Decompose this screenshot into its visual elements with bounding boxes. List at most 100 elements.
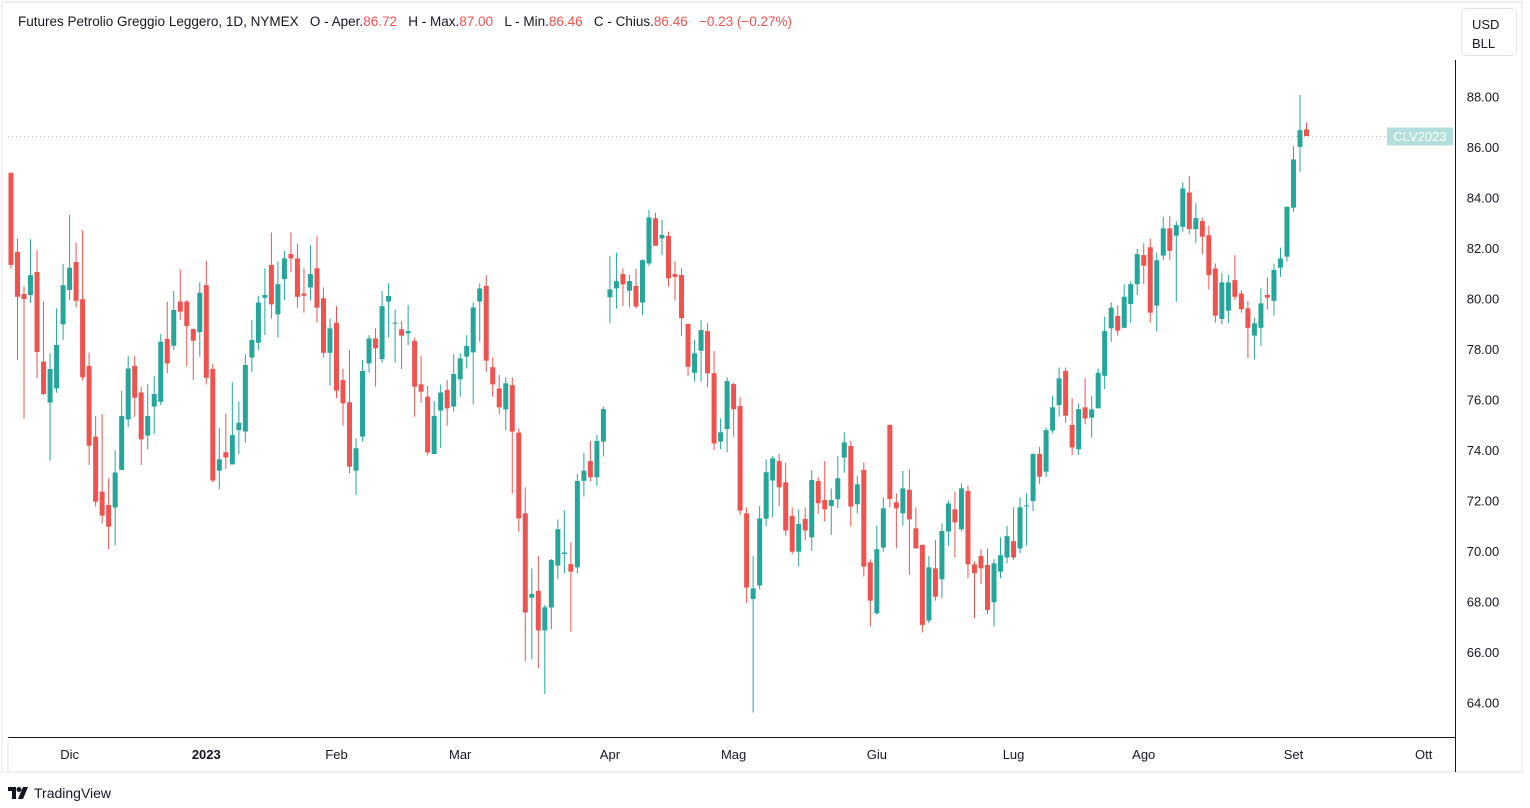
candle — [958, 483, 964, 532]
candle — [985, 548, 990, 615]
candle-body — [1141, 255, 1147, 266]
candle-body — [581, 470, 587, 481]
candle-body — [535, 590, 541, 631]
candle-body — [731, 384, 737, 410]
candle — [542, 604, 548, 694]
candle — [1245, 301, 1251, 359]
chart-frame — [1, 1, 1523, 773]
candle-body — [939, 531, 945, 580]
candle — [971, 561, 977, 619]
candle — [1290, 146, 1296, 212]
time-tick-label: Mar — [449, 747, 472, 762]
candle — [334, 306, 339, 399]
candle — [613, 252, 619, 309]
candle — [535, 556, 541, 669]
low-label: L - Min. — [504, 14, 549, 29]
candle — [490, 357, 496, 397]
candle — [1186, 176, 1192, 235]
candle-body — [262, 295, 268, 298]
candle — [294, 243, 300, 308]
candle — [477, 283, 483, 342]
candle — [1128, 281, 1134, 323]
price-tick-label: 70.00 — [1467, 544, 1500, 559]
candle-body — [1050, 407, 1056, 431]
candle-body — [666, 235, 672, 279]
candle — [1264, 277, 1270, 310]
candle-body — [373, 338, 379, 349]
time-tick-label: 2023 — [192, 747, 221, 762]
candle-body — [425, 396, 431, 453]
candle-body — [1264, 295, 1270, 298]
candle — [327, 318, 333, 386]
candle — [184, 300, 190, 367]
candle — [307, 245, 313, 301]
candle — [366, 335, 372, 373]
candle — [574, 473, 580, 574]
candle — [373, 328, 379, 387]
candle — [255, 296, 261, 351]
candle — [867, 559, 873, 627]
candle-body — [1258, 303, 1264, 328]
candle-body — [184, 301, 190, 327]
candle — [952, 491, 958, 558]
symbol-title[interactable]: Futures Petrolio Greggio Leggero, 1D, NY… — [18, 14, 299, 29]
candle — [171, 290, 177, 351]
candle — [965, 485, 971, 579]
candle — [1063, 367, 1069, 423]
price-tick-label: 86.00 — [1467, 140, 1500, 155]
candle-body — [132, 365, 138, 398]
price-axis[interactable]: 64.00 66.00 68.00 70.00 72.00 74.00 76.00 78.00… — [1467, 90, 1500, 711]
candle — [652, 212, 658, 246]
candle — [1004, 525, 1010, 564]
candle — [451, 354, 457, 412]
close-label: C - Chius. — [593, 14, 654, 29]
candle-body — [1167, 228, 1173, 251]
candle-body — [724, 381, 730, 430]
candle — [789, 507, 795, 554]
candle — [80, 230, 86, 381]
candle-body — [451, 374, 457, 407]
candle-body — [1037, 454, 1043, 477]
price-tick-label: 78.00 — [1467, 342, 1500, 357]
candle-body — [542, 607, 548, 631]
candle-body — [945, 503, 951, 532]
candle — [548, 559, 554, 630]
candle-body — [705, 331, 711, 374]
candle — [796, 509, 802, 567]
candle — [587, 440, 593, 482]
candle — [132, 356, 138, 417]
candle — [711, 351, 717, 450]
candle-body — [854, 484, 860, 505]
candle-body — [236, 422, 242, 431]
tradingview-branding[interactable]: TradingView — [8, 785, 111, 801]
candle-body — [737, 406, 743, 511]
candle — [666, 231, 672, 287]
price-tick-label: 76.00 — [1467, 393, 1500, 408]
candle — [509, 377, 515, 494]
candle — [1193, 203, 1199, 243]
currency-unit-button[interactable]: USD BLL — [1461, 8, 1517, 56]
candle — [353, 438, 359, 495]
candle — [626, 275, 632, 308]
candle-body — [1024, 505, 1030, 507]
candle — [607, 256, 613, 324]
candle-body — [763, 472, 769, 519]
candle — [470, 302, 476, 405]
candle-body — [1121, 296, 1127, 328]
candle — [744, 507, 750, 604]
candle — [880, 497, 886, 552]
candle-body — [620, 274, 626, 285]
candle — [1141, 243, 1147, 285]
price-tick-label: 80.00 — [1467, 292, 1500, 307]
time-axis[interactable]: Dic 2023 Feb Mar Apr Mag Giu Lug Ago Set Ott — [60, 747, 1433, 762]
candle — [724, 377, 730, 453]
candle — [1303, 122, 1309, 136]
candle — [1102, 316, 1108, 389]
candle — [705, 323, 711, 388]
candle — [679, 268, 685, 336]
candle — [320, 287, 326, 358]
candle-body — [1076, 409, 1082, 450]
candle-body — [815, 481, 821, 504]
candle — [1095, 368, 1101, 409]
